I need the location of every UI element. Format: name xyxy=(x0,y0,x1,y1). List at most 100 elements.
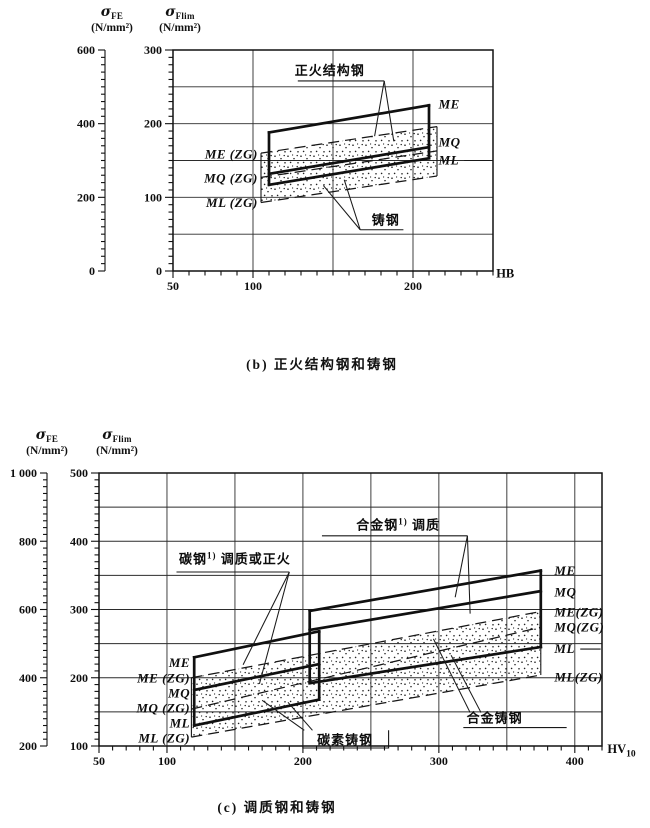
label-right-ME-ZG: ME(ZG) xyxy=(553,605,603,620)
leader-line xyxy=(242,571,290,666)
band-cast-steel-band-upper xyxy=(191,611,541,710)
series-MQ-ZG xyxy=(191,626,541,710)
band-cast-steel-band-lower xyxy=(191,627,541,738)
leader-line xyxy=(322,185,361,231)
y-tick-label: 100 xyxy=(144,190,162,204)
band-cast-steel-band-lower xyxy=(261,150,437,203)
band-cast-steel-band-upper xyxy=(261,126,437,178)
sigma-fe-unit: (N/mm²) xyxy=(26,445,68,458)
sigma-flim-symbol: σFlim xyxy=(102,427,132,444)
label-x-unit: HV10 xyxy=(607,742,636,760)
series-ME-ZG xyxy=(260,125,438,154)
y-tick-label: 300 xyxy=(70,603,88,617)
axis-title-sigma-fe-b: σFE (N/mm²) xyxy=(64,4,160,36)
sigma-fe-tick-label: 200 xyxy=(77,190,95,204)
label-alloy-steel: 合金钢1) 调质 xyxy=(356,516,440,532)
sigma-fe-tick-label: 200 xyxy=(19,739,37,753)
x-tick-label: 100 xyxy=(158,754,176,768)
x-tick-label: 300 xyxy=(430,754,448,768)
label-box-carbon-cast-steel xyxy=(302,730,390,749)
caption-chart-b: (b) 正火结构钢和铸钢 xyxy=(246,357,398,372)
series-alloy-ME xyxy=(308,569,543,613)
label-carbon-steel: 碳钢1) 调质或正火 xyxy=(179,551,291,567)
label-left-MQ: MQ xyxy=(167,685,190,700)
series-ML xyxy=(267,156,431,187)
caption-chart-c: (c) 调质钢和铸钢 xyxy=(217,800,337,815)
label-left-MQ-ZG: MQ (ZG) xyxy=(135,700,190,715)
series-ME xyxy=(267,103,431,135)
sigma-flim-symbol: σFlim xyxy=(165,4,195,21)
chart-b-normalized-structural-steel: 正火结构钢 ME MQ ML ME (ZG) MQ (ZG) ML (ZG) 铸钢 HB 50 10… xyxy=(77,43,514,293)
sigma-fe-tick-label: 0 xyxy=(89,264,95,278)
label-structural-steel: 正火结构钢 xyxy=(295,63,365,78)
label-carbon-cast-steel: 碳素铸钢 xyxy=(317,732,373,747)
label-ME-ZG: ME (ZG) xyxy=(204,146,258,161)
x-tick-label: 200 xyxy=(294,754,312,768)
label-right-MQ-ZG: MQ(ZG) xyxy=(553,620,604,635)
sigma-fe-unit: (N/mm²) xyxy=(91,22,133,35)
series-carbon-ME xyxy=(192,629,321,659)
leader-line xyxy=(432,638,471,713)
series-alloy-MQ xyxy=(308,589,543,632)
sigma-flim-unit: (N/mm²) xyxy=(159,22,201,35)
series-carbon-ML xyxy=(192,698,321,728)
leader-line xyxy=(466,535,471,614)
leader-line xyxy=(343,179,361,230)
x-tick-label: 200 xyxy=(404,279,422,293)
series-MQ-ZG xyxy=(260,150,438,179)
x-tick-label: 50 xyxy=(93,754,105,768)
series-carbon-MQ xyxy=(192,662,321,692)
axis-title-sigma-flim-c: σFlim (N/mm²) xyxy=(69,427,165,459)
x-tick-label: 50 xyxy=(167,279,179,293)
leader-line xyxy=(454,535,468,598)
label-ML: ML xyxy=(438,152,460,167)
leader-line xyxy=(258,571,290,685)
sigma-fe-symbol: σFE xyxy=(35,427,59,444)
axis-title-sigma-flim-b: σFlim (N/mm²) xyxy=(132,4,228,36)
label-left-ME-ZG: ME (ZG) xyxy=(136,670,190,685)
label-alloy-cast-steel: 合金铸钢 xyxy=(467,711,523,726)
label-left-ML: ML xyxy=(169,715,191,730)
sigma-fe-tick-label: 800 xyxy=(19,534,37,548)
y-tick-label: 200 xyxy=(70,671,88,685)
sigma-fe-tick-label: 600 xyxy=(19,603,37,617)
label-right-ML-ZG: ML(ZG) xyxy=(553,670,603,685)
label-x-unit: HB xyxy=(496,267,514,281)
sigma-fe-tick-label: 400 xyxy=(19,671,37,685)
label-ME: ME xyxy=(438,96,460,111)
series-ML-ZG xyxy=(260,175,438,204)
x-tick-label: 100 xyxy=(244,279,262,293)
label-left-ME: ME xyxy=(168,655,190,670)
y-tick-label: 300 xyxy=(144,43,162,57)
y-tick-label: 100 xyxy=(70,739,88,753)
label-right-ML: ML xyxy=(553,641,575,656)
y-tick-label: 0 xyxy=(156,264,162,278)
y-tick-label: 200 xyxy=(144,117,162,131)
plot-border xyxy=(98,472,603,747)
sigma-fe-symbol: σFE xyxy=(100,4,124,21)
series-ML-ZG xyxy=(191,674,541,738)
x-tick-label: 400 xyxy=(566,754,584,768)
plot-border xyxy=(172,49,494,272)
sigma-fe-tick-label: 1 000 xyxy=(10,466,37,480)
label-left-ML-ZG: ML (ZG) xyxy=(137,730,190,745)
leader-line xyxy=(287,701,313,731)
series-alloy-ML xyxy=(308,645,543,685)
series-ME-ZG xyxy=(191,610,541,679)
y-tick-label: 500 xyxy=(70,466,88,480)
sigma-fe-tick-label: 600 xyxy=(77,43,95,57)
leader-line xyxy=(374,80,385,137)
y-tick-label: 400 xyxy=(70,534,88,548)
label-right-ME: ME xyxy=(553,563,575,578)
label-MQ-ZG: MQ (ZG) xyxy=(203,171,258,186)
leader-line xyxy=(383,80,395,142)
sigma-fe-tick-label: 400 xyxy=(77,117,95,131)
sigma-flim-unit: (N/mm²) xyxy=(96,445,138,458)
label-cast-steel: 铸钢 xyxy=(372,213,400,228)
series-MQ xyxy=(267,145,431,176)
label-ML-ZG: ML (ZG) xyxy=(205,195,258,210)
label-right-MQ: MQ xyxy=(553,584,576,599)
